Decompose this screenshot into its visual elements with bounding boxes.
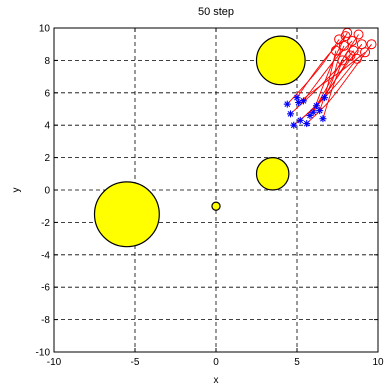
y-tick-label: -8	[41, 315, 50, 326]
start-marker	[287, 110, 295, 118]
goal-marker	[330, 45, 341, 56]
y-tick-label: 8	[44, 56, 50, 67]
trajectory-line	[303, 40, 353, 102]
start-marker	[321, 94, 329, 102]
trajectory-line	[306, 43, 372, 124]
start-marker	[296, 116, 304, 124]
start-marker	[303, 120, 311, 128]
obstacle-circle	[211, 201, 221, 211]
goal-marker	[345, 50, 356, 61]
y-tick-label: -10	[36, 348, 51, 359]
goal-marker	[366, 39, 377, 50]
goal-marker	[353, 29, 364, 40]
start-marker	[295, 99, 303, 107]
tick-labels: -10 -5 0 5 10 -10 -8 -6 -4 -2 0 2 4 6 8 10	[36, 24, 384, 369]
goal-marker	[360, 47, 371, 58]
start-marker	[290, 121, 298, 129]
start-marker	[316, 107, 324, 115]
y-tick-label: 4	[44, 121, 50, 132]
start-marker	[309, 108, 317, 116]
start-marker	[293, 94, 301, 102]
trajectory-line	[322, 60, 343, 119]
goal-marker	[337, 55, 348, 66]
trajectory-line	[316, 34, 359, 106]
trajectory-line	[298, 51, 366, 103]
y-tick-label: 10	[39, 24, 51, 35]
trajectory-line	[293, 58, 358, 126]
y-tick-label: -4	[41, 250, 50, 261]
y-tick-label: 2	[44, 153, 50, 164]
goal-marker	[351, 53, 362, 64]
y-tick-label: -2	[41, 218, 50, 229]
trajectory-line	[312, 32, 348, 113]
start-marker	[283, 100, 291, 108]
obstacle-circle	[255, 157, 290, 191]
x-tick-label: -5	[131, 357, 140, 368]
goal-marker	[347, 35, 358, 46]
goal-marker	[334, 34, 345, 45]
obstacles	[93, 35, 306, 248]
x-axis-label: x	[214, 375, 219, 386]
plot-frame	[53, 27, 379, 353]
x-tick-label: 10	[372, 357, 384, 368]
start-marker	[319, 115, 327, 123]
y-tick-label: 0	[44, 186, 50, 197]
obstacle-circle	[255, 35, 306, 86]
trajectory-line	[296, 35, 346, 98]
x-tick-label: -10	[47, 357, 62, 368]
y-tick-label: 6	[44, 88, 50, 99]
obstacle-circle	[93, 181, 160, 248]
start-marker	[312, 102, 320, 110]
chart-title: 50 step	[198, 6, 234, 18]
x-tick-label: 0	[213, 357, 219, 368]
x-tick-label: 5	[294, 357, 300, 368]
start-marker	[299, 97, 307, 105]
y-tick-label: -6	[41, 283, 50, 294]
y-axis-label: y	[11, 188, 22, 193]
trajectories	[286, 32, 372, 126]
goal-marker	[338, 40, 349, 51]
markers	[283, 28, 377, 129]
